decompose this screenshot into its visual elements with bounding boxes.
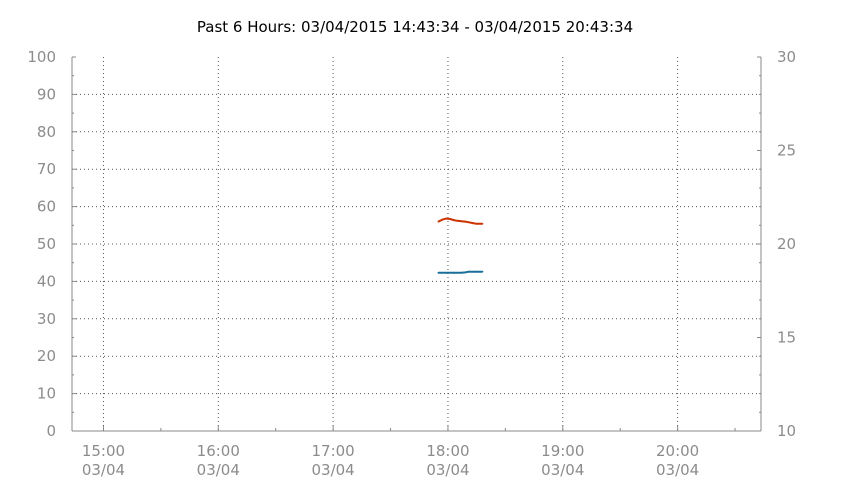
x-tick-date-label: 03/04 [426,461,469,479]
data-point [441,218,444,221]
y-left-tick-label: 10 [37,385,56,403]
data-point [464,220,467,223]
x-tick-date-label: 03/04 [312,461,355,479]
x-tick-date-label: 03/04 [197,461,240,479]
data-point [481,222,484,225]
y-left-tick-label: 20 [37,347,56,365]
data-point [475,270,478,273]
x-tick-time-label: 20:00 [656,442,699,460]
y-left-tick-label: 30 [37,310,56,328]
data-point [464,271,467,274]
data-point [445,217,447,220]
y-right-tick-label: 20 [777,235,796,253]
series-line [437,217,483,225]
data-point [468,221,470,224]
data-point [471,222,474,224]
data-point [437,271,440,274]
data-point [475,222,478,225]
chart-title: Past 6 Hours: 03/04/2015 14:43:34 - 03/0… [197,18,633,36]
y-left-tick-label: 60 [37,198,56,216]
y-left-tick-label: 40 [37,272,56,290]
series-line [438,270,483,274]
data-point [452,271,455,274]
x-tick-time-label: 18:00 [426,442,469,460]
y-right-tick-label: 25 [777,142,796,160]
y-left-tick-label: 100 [27,48,56,66]
data-point [445,271,447,274]
data-point [468,270,470,273]
series [437,217,484,274]
x-tick-time-label: 16:00 [197,442,240,460]
y-left-tick-label: 90 [37,85,56,103]
x-tick-time-label: 19:00 [541,442,584,460]
axes [71,56,762,432]
y-right-tick-label: 10 [777,422,796,440]
data-point [460,271,463,274]
x-tick-time-label: 17:00 [312,442,355,460]
y-left-tick-label: 50 [37,235,56,253]
data-point [460,220,463,223]
y-left-tick-label: 80 [37,123,56,141]
y-left-tick-label: 70 [37,160,56,178]
y-right-tick-label: 30 [777,48,796,66]
x-tick-date-label: 03/04 [541,461,584,479]
data-point [481,270,484,273]
data-point [456,219,459,222]
x-tick-date-label: 03/04 [82,461,125,479]
y-right-tick-label: 15 [777,329,796,347]
x-tick-time-label: 15:00 [82,442,125,460]
data-point [437,220,440,223]
grid [72,57,761,431]
x-tick-date-label: 03/04 [656,461,699,479]
data-point [452,219,455,221]
data-point [448,218,451,220]
tick-labels: 0102030405060708090100101520253015:0003/… [27,48,796,479]
y-left-tick-label: 0 [46,422,56,440]
